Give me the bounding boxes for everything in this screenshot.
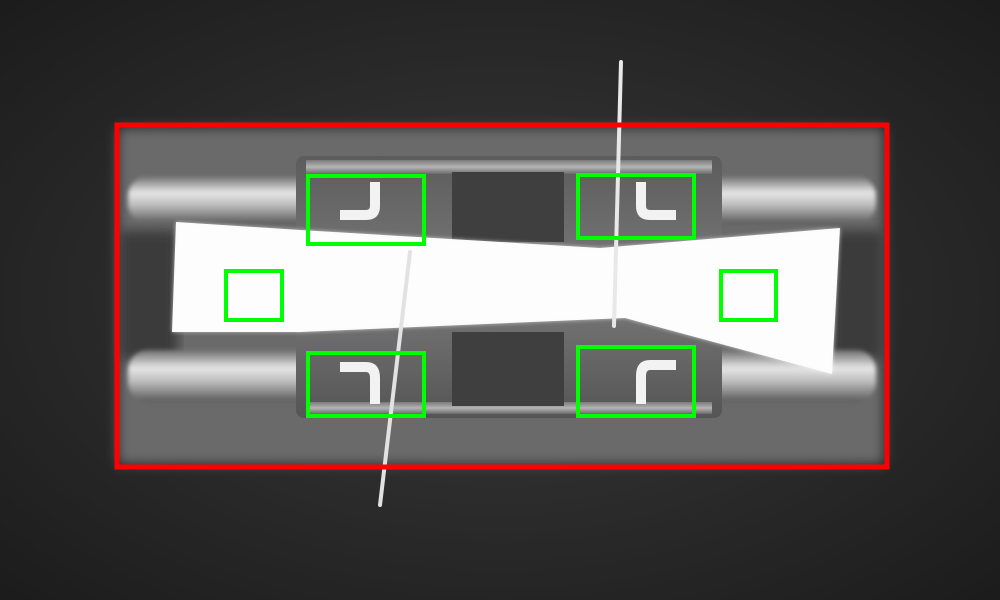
roi-pad-bottom-right (576, 345, 696, 418)
center-cavity-top (452, 172, 564, 242)
roi-pad-bottom-left (306, 351, 426, 418)
white-band-glow (172, 222, 840, 374)
roi-band-left (224, 269, 284, 322)
wire-left (378, 250, 412, 507)
fixture-bed-dark-left (118, 230, 178, 360)
terminal-hook-top-right (636, 182, 676, 220)
component-bottom-edge (306, 402, 712, 414)
roi-pad-top-left (306, 174, 426, 246)
center-cavity-bottom (452, 332, 564, 406)
component-top-edge (306, 160, 712, 174)
outer-roi-box (114, 122, 890, 470)
roi-pad-top-right (576, 173, 696, 240)
fixture-bed-dark-right (830, 230, 884, 360)
wire-right (612, 60, 623, 328)
terminal-hook-bottom-right (636, 360, 676, 404)
roi-band-right (719, 269, 778, 322)
terminal-hook-top-left (340, 182, 380, 220)
terminal-hook-bottom-left (340, 362, 380, 404)
